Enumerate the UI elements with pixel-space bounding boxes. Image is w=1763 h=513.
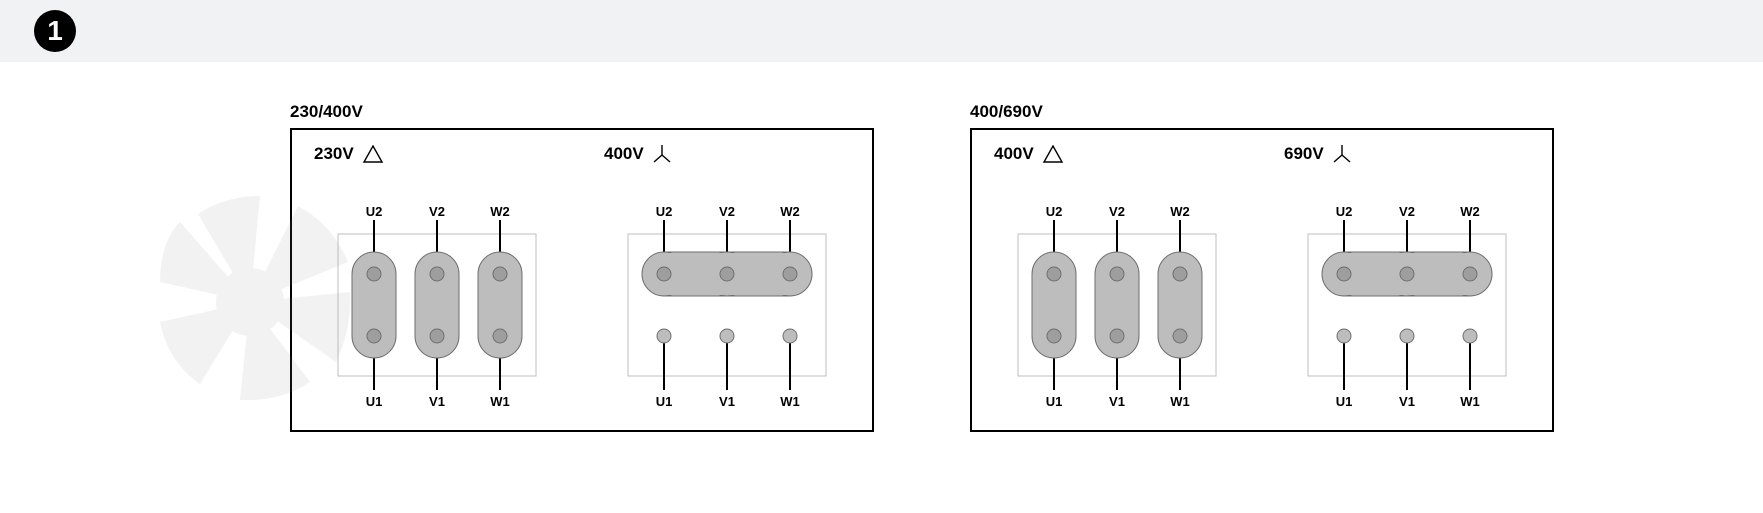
- svg-text:W2: W2: [780, 204, 800, 219]
- svg-text:V1: V1: [719, 394, 735, 409]
- svg-text:V1: V1: [1399, 394, 1415, 409]
- svg-text:W1: W1: [1170, 394, 1190, 409]
- section-number-badge: 1: [34, 10, 76, 52]
- svg-text:W1: W1: [780, 394, 800, 409]
- svg-text:U2: U2: [1336, 204, 1353, 219]
- header-bar: 1: [0, 0, 1763, 62]
- panel-delta: 400V U2 V2 W2 U1 V1 W1: [994, 144, 1240, 416]
- wiring-diagram-delta: U2 V2 W2 U1 V1 W1: [994, 170, 1240, 416]
- svg-text:W1: W1: [1460, 394, 1480, 409]
- group-box: 230V U2V2W2U1V1W1 400V U2V2W2U: [290, 128, 874, 432]
- star-icon: [652, 144, 672, 164]
- svg-text:W2: W2: [490, 204, 510, 219]
- panel-voltage: 400V: [994, 144, 1034, 164]
- svg-text:V2: V2: [429, 204, 445, 219]
- svg-text:U1: U1: [366, 394, 383, 409]
- svg-text:W1: W1: [490, 394, 510, 409]
- svg-text:U1: U1: [1336, 394, 1353, 409]
- svg-text:U1: U1: [656, 394, 673, 409]
- content: 230/400V 230V U2 V2 W2 U1 V1 W1 400V: [0, 62, 1763, 472]
- panel-header: 400V: [604, 144, 672, 164]
- panel-header: 230V: [314, 144, 384, 164]
- wiring-diagram-star: U2 V2 W2 U1 V1 W1: [1284, 170, 1530, 416]
- group-box: 400V U2V2W2U1V1W1 690V U2V2W2U: [970, 128, 1554, 432]
- group-title: 230/400V: [290, 102, 874, 122]
- panel-delta: 230V U2 V2 W2 U1 V1 W1: [314, 144, 560, 416]
- svg-text:W2: W2: [1460, 204, 1480, 219]
- panel-voltage: 690V: [1284, 144, 1324, 164]
- section-number: 1: [47, 15, 63, 47]
- panel-header: 400V: [994, 144, 1064, 164]
- panel-voltage: 230V: [314, 144, 354, 164]
- group-title: 400/690V: [970, 102, 1554, 122]
- panel-star: 400V U2 V2 W2 U1 V1 W1: [604, 144, 850, 416]
- delta-icon: [362, 145, 384, 163]
- star-icon: [1332, 144, 1352, 164]
- svg-text:U2: U2: [656, 204, 673, 219]
- delta-icon: [1042, 145, 1064, 163]
- panel-header: 690V: [1284, 144, 1352, 164]
- wiring-diagram-delta: U2 V2 W2 U1 V1 W1: [314, 170, 560, 416]
- svg-text:V2: V2: [719, 204, 735, 219]
- wiring-diagram-star: U2 V2 W2 U1 V1 W1: [604, 170, 850, 416]
- svg-text:U2: U2: [366, 204, 383, 219]
- svg-text:U2: U2: [1046, 204, 1063, 219]
- svg-text:U1: U1: [1046, 394, 1063, 409]
- svg-text:V2: V2: [1109, 204, 1125, 219]
- panel-voltage: 400V: [604, 144, 644, 164]
- voltage-group-1: 230/400V 230V U2 V2 W2 U1 V1 W1 400V: [290, 102, 874, 432]
- svg-text:W2: W2: [1170, 204, 1190, 219]
- svg-text:V2: V2: [1399, 204, 1415, 219]
- voltage-group-2: 400/690V 400V U2 V2 W2 U1 V1 W1 690V: [970, 102, 1554, 432]
- panel-star: 690V U2 V2 W2 U1 V1 W1: [1284, 144, 1530, 416]
- svg-text:V1: V1: [429, 394, 445, 409]
- svg-text:V1: V1: [1109, 394, 1125, 409]
